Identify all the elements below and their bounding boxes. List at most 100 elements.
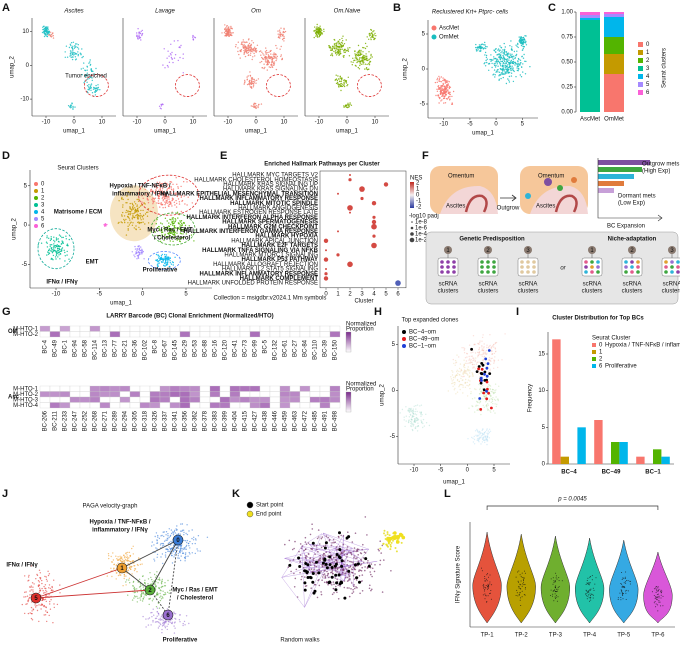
cell-point [482, 437, 484, 439]
cell-point [123, 561, 126, 563]
cell-point [281, 58, 283, 60]
cell-point [175, 193, 177, 195]
cell-point [163, 585, 166, 587]
cell-point [416, 419, 419, 421]
cell-point [521, 56, 523, 58]
cell-point [500, 60, 502, 63]
cell-point [161, 190, 163, 192]
cell-point [133, 591, 135, 594]
cell-point [370, 38, 372, 41]
cell-point [170, 54, 172, 56]
cell-point [277, 30, 279, 32]
cell-point [176, 232, 178, 234]
cell-point [464, 386, 467, 388]
cell-point [180, 196, 182, 198]
cell-point [323, 573, 326, 575]
cell-point [252, 56, 254, 58]
cell-point [181, 523, 184, 525]
cell-point [460, 377, 462, 380]
pathway-label: HALLMARK TNFA SIGNALING VIA NFKB [202, 248, 319, 254]
column-label: BC-36 [133, 339, 139, 357]
cell-point [502, 52, 504, 54]
cell-point [336, 79, 339, 82]
cell-point [350, 104, 353, 107]
cell-point [175, 199, 177, 202]
cell-point [482, 353, 484, 356]
cell-point [472, 359, 474, 362]
cell-point [476, 409, 478, 411]
enrichment-dot [325, 268, 327, 270]
legend-swatch [34, 196, 38, 200]
column-label: BC-362 [193, 410, 199, 431]
cell-point [458, 380, 460, 383]
cell-point [464, 382, 466, 384]
cell-point [442, 79, 444, 82]
cell-point [494, 74, 496, 76]
heatmap-cell [169, 325, 181, 332]
cell-point [134, 203, 137, 205]
cell-point [47, 253, 50, 255]
cell-point [167, 535, 169, 537]
cell-point [468, 376, 470, 378]
heatmap-cell [59, 385, 71, 392]
cell-point [161, 261, 163, 263]
cell-point [36, 609, 39, 612]
cell-point [456, 369, 458, 371]
cluster-dot [480, 270, 484, 274]
cell-point [461, 347, 463, 349]
cell-point [328, 539, 331, 542]
cell-point [460, 368, 462, 371]
cell-point [244, 41, 246, 44]
enrichment-dot [383, 182, 389, 187]
cell-point [364, 47, 367, 50]
cell-point [138, 198, 140, 200]
cell-point [246, 46, 248, 48]
cell-point [136, 588, 138, 590]
cell-point [484, 51, 487, 54]
cell-point [323, 30, 325, 33]
cell-point [485, 56, 488, 59]
cell-point [333, 43, 336, 45]
cell-point [463, 359, 465, 361]
cell-point [172, 534, 175, 536]
cell-point [77, 55, 79, 57]
cell-point [347, 47, 349, 49]
legend-title: Seurat Cluster [592, 336, 630, 342]
cell-point [474, 397, 476, 399]
cell-point [161, 253, 163, 256]
cell-point [318, 36, 320, 38]
enrichment-dot [323, 238, 329, 243]
cell-point [518, 36, 520, 38]
cell-point [350, 561, 353, 563]
cell-point [267, 59, 269, 61]
cell-point [462, 372, 464, 374]
cell-point [123, 559, 126, 562]
cell-point [226, 31, 229, 34]
cell-point [494, 66, 497, 68]
cell-point [168, 203, 170, 206]
cell-point [515, 54, 517, 57]
cell-point [342, 535, 345, 537]
cell-point [171, 261, 174, 263]
x-tick-label: 10 [281, 120, 288, 126]
cell-point [336, 571, 338, 573]
heatmap-cell [139, 385, 151, 392]
cell-point [179, 621, 181, 623]
cell-point [480, 44, 482, 46]
bar [636, 456, 645, 464]
cell-point [47, 570, 49, 572]
cell-point [43, 599, 45, 601]
cell-point [458, 374, 460, 376]
cell-point [54, 247, 56, 249]
cell-point [86, 85, 89, 87]
cell-point [479, 372, 483, 375]
cell-point [313, 564, 316, 567]
heatmap-cell [249, 391, 261, 398]
cell-point [490, 60, 492, 62]
cell-point [125, 584, 127, 586]
cell-point [364, 566, 366, 568]
cell-point [41, 603, 43, 605]
cell-point [462, 373, 464, 376]
cell-point [516, 45, 518, 48]
cell-point [244, 47, 246, 49]
